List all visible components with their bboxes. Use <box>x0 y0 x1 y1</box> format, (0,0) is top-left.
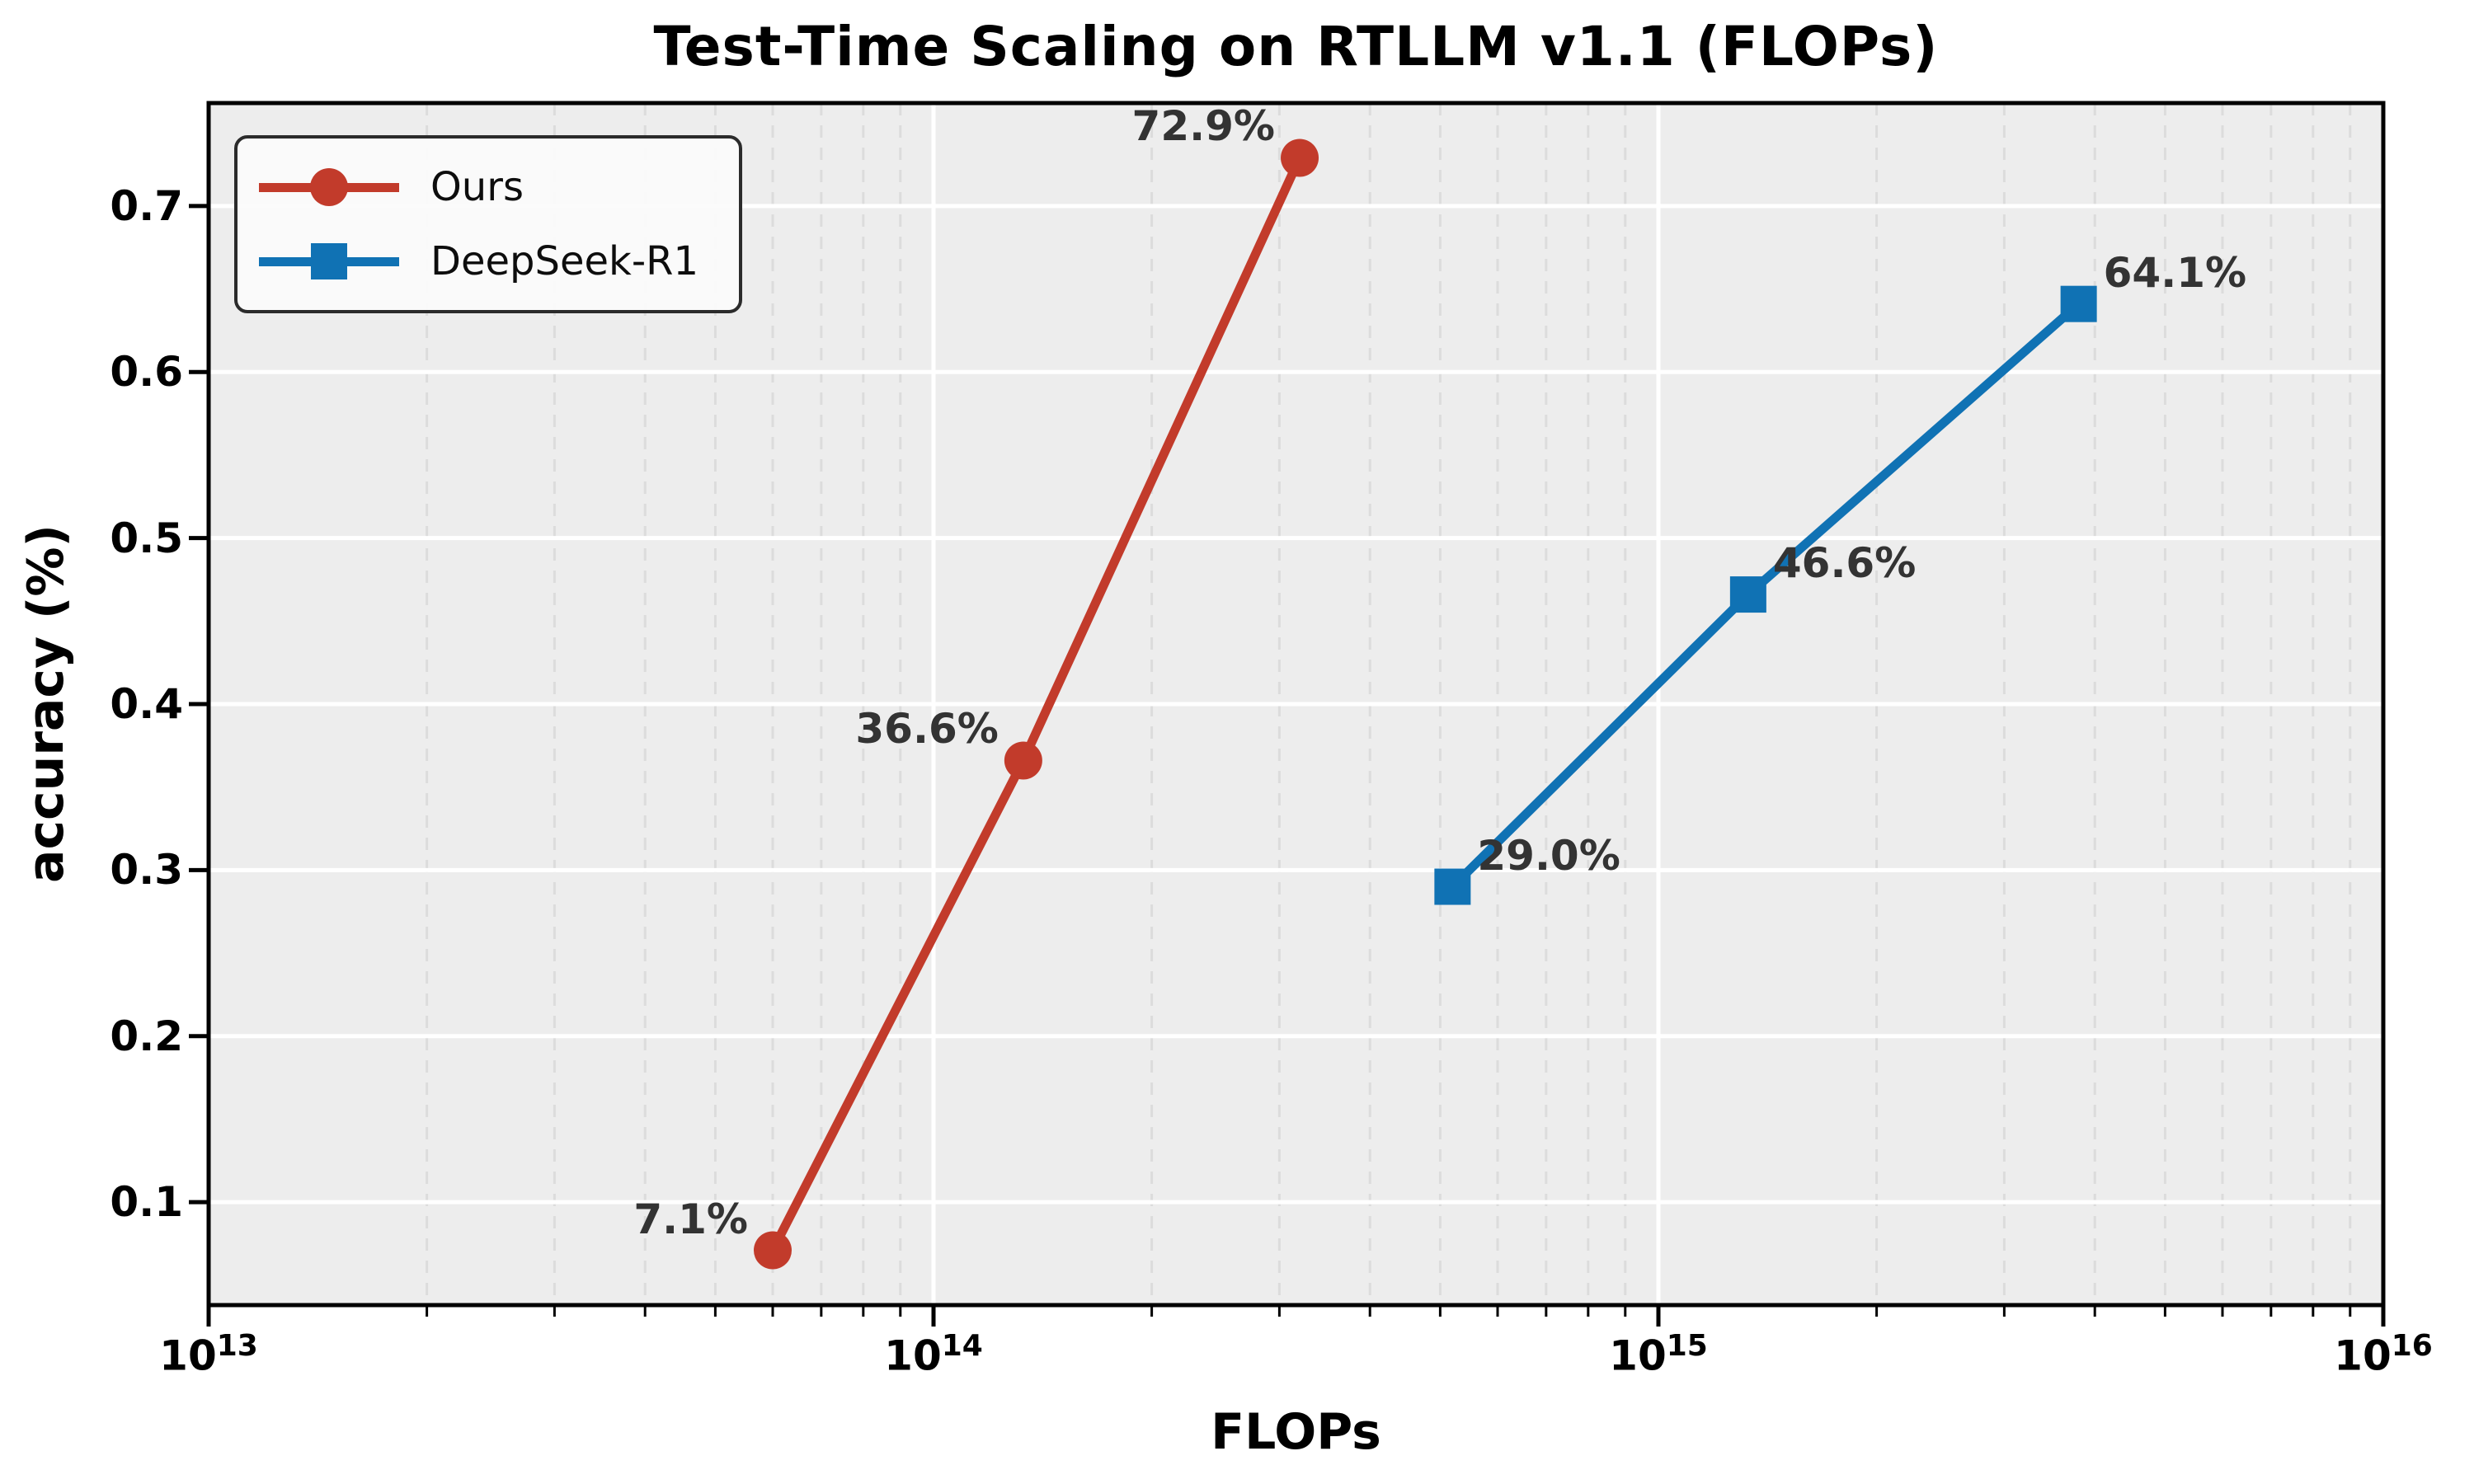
square-marker-icon <box>311 243 347 279</box>
data-point-circle <box>1281 139 1319 177</box>
data-point-square <box>2060 285 2097 322</box>
data-label: 64.1% <box>2103 248 2247 297</box>
legend-label-deepseek-r1: DeepSeek-R1 <box>430 238 699 284</box>
legend-line-sample-ours <box>259 168 399 206</box>
x-tick-label: 1016 <box>2334 1329 2433 1380</box>
x-axis-label: FLOPs <box>1211 1403 1381 1461</box>
axes-spines <box>206 101 2386 1308</box>
y-tick-label: 0.2 <box>110 1012 183 1060</box>
data-point-circle <box>1004 741 1042 780</box>
data-point-square <box>1434 868 1471 905</box>
data-label: 36.6% <box>855 705 999 754</box>
chart-title: Test-Time Scaling on RTLLM v1.1 (FLOPs) <box>653 15 1939 78</box>
legend: Ours DeepSeek-R1 <box>234 135 742 313</box>
data-label: 46.6% <box>1772 539 1917 588</box>
y-tick-label: 0.3 <box>110 846 183 895</box>
circle-marker-icon <box>310 168 348 206</box>
legend-entry-ours: Ours <box>259 167 717 207</box>
y-tick-label: 0.1 <box>110 1178 183 1227</box>
y-tick-label: 0.5 <box>110 514 183 562</box>
legend-line-sample-deepseek-r1 <box>259 243 399 279</box>
data-label: 7.1% <box>633 1195 748 1243</box>
x-tick-label: 1014 <box>884 1329 983 1380</box>
x-tick-label: 1015 <box>1609 1329 1708 1380</box>
y-tick-label: 0.4 <box>110 680 183 728</box>
legend-entry-deepseek-r1: DeepSeek-R1 <box>259 242 717 281</box>
data-point-square <box>1729 576 1766 613</box>
y-tick-label: 0.6 <box>110 348 183 397</box>
data-label: 72.9% <box>1131 102 1276 151</box>
x-tick-label: 1013 <box>159 1329 258 1380</box>
data-point-circle <box>753 1231 792 1270</box>
legend-label-ours: Ours <box>430 164 524 210</box>
y-tick-label: 0.7 <box>110 181 183 230</box>
data-label: 29.0% <box>1477 831 1620 880</box>
